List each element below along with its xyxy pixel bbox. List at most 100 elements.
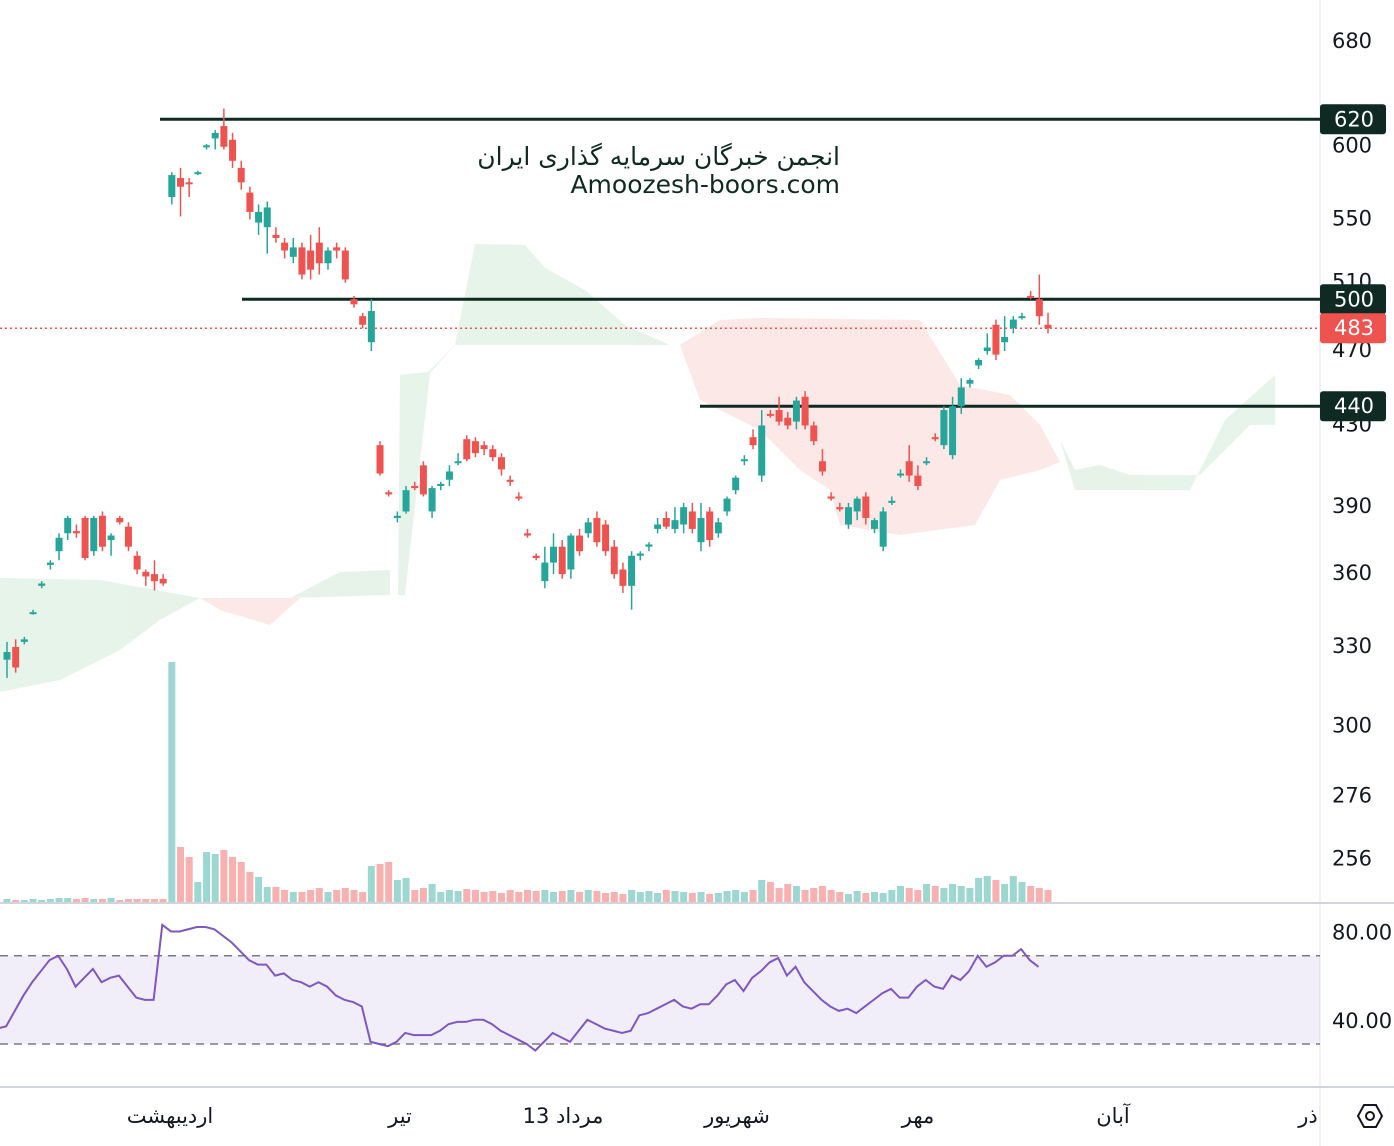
volume-bar (20, 900, 28, 902)
volume-bar (419, 888, 427, 902)
volume-bar (333, 890, 341, 902)
volume-bar (185, 857, 193, 902)
candle-body (1018, 316, 1026, 319)
candle-body (194, 172, 202, 175)
candle-body (671, 520, 679, 529)
volume-bar (463, 889, 471, 902)
volume-bar (593, 891, 601, 902)
volume-bar (923, 884, 931, 902)
volume-bar (506, 890, 514, 902)
volume-bar (272, 887, 280, 902)
volume-bar (454, 891, 462, 902)
candle-body (940, 410, 948, 446)
volume-bar (602, 893, 610, 902)
volume-bar (1018, 882, 1026, 902)
level-label: 620 (1334, 107, 1374, 131)
volume-bar (1035, 888, 1043, 902)
candle-body (1044, 324, 1052, 329)
volume-bar (341, 888, 349, 902)
volume-bar (393, 880, 401, 902)
volume-bar (107, 898, 115, 902)
volume-bar (827, 890, 835, 902)
candle-body (697, 517, 705, 543)
candle-body (923, 461, 931, 464)
candle-body (749, 437, 757, 446)
y-tick-label: 360 (1332, 561, 1372, 585)
candle-body (619, 569, 627, 586)
last-price-box (1320, 313, 1386, 344)
candle-body (524, 533, 531, 536)
volume-bar (784, 884, 792, 902)
candle-body (628, 555, 636, 586)
volume-bar (376, 864, 384, 902)
candle-body (393, 515, 401, 518)
volume-bar (957, 886, 965, 902)
candle-body (792, 400, 800, 422)
volume-bar (550, 892, 558, 902)
volume-bar (1044, 890, 1052, 902)
candle-body (90, 517, 98, 552)
volume-bar (385, 862, 393, 902)
volume-bar (350, 890, 358, 902)
cloud-green (1060, 375, 1275, 490)
candle-body (402, 490, 410, 512)
candle-body (662, 517, 670, 527)
candle-body (897, 473, 905, 476)
candle-body (133, 555, 141, 570)
candle-body (46, 562, 54, 565)
candle-body (810, 425, 818, 442)
volume-bar (281, 890, 289, 902)
volume-bar (914, 890, 922, 902)
candle-body (862, 496, 870, 518)
volume-bar (90, 899, 98, 902)
time-label: تیر (387, 1104, 412, 1128)
candle-body (818, 461, 826, 472)
volume-bar (966, 888, 974, 902)
candle-body (411, 485, 419, 489)
volume-bar (871, 892, 878, 902)
volume-bar (133, 899, 141, 902)
candle-body (185, 182, 193, 185)
candle-body (992, 324, 1000, 355)
volume-bar (775, 888, 783, 902)
candle-body (723, 498, 731, 512)
candle-body (298, 247, 306, 275)
volume-bar (359, 892, 367, 902)
candle-body (801, 396, 809, 426)
volume-bar (628, 890, 636, 902)
candle-body (602, 524, 610, 552)
candle-body (497, 457, 505, 470)
y-tick-label: 600 (1332, 134, 1372, 158)
candle-body (471, 441, 479, 454)
candle-body (636, 553, 644, 556)
candle-body (871, 520, 878, 529)
volume-bar (888, 890, 896, 902)
volume-bar (836, 892, 844, 902)
volume-bar (203, 852, 211, 902)
candle-body (931, 437, 939, 440)
candle-body (680, 507, 688, 525)
time-label: ذر (1297, 1104, 1318, 1128)
candle-body (220, 126, 228, 147)
volume-bar (801, 890, 809, 902)
candle-body (541, 562, 549, 582)
candle-body (116, 517, 124, 523)
time-label: شهریور (703, 1104, 770, 1128)
volume-bar (515, 892, 523, 902)
settings-icon[interactable] (1356, 1104, 1384, 1128)
volume-bar (315, 888, 323, 902)
candle-body (975, 359, 983, 366)
candle-body (905, 461, 913, 476)
volume-bar (307, 890, 315, 902)
candle-body (237, 167, 245, 183)
volume-bar (116, 900, 124, 902)
y-tick-label: 276 (1332, 783, 1372, 807)
volume-bar (697, 892, 705, 902)
candle-body (203, 145, 211, 148)
y-tick-label: 390 (1332, 494, 1372, 518)
volume-bar (489, 891, 497, 902)
volume-bar (749, 890, 757, 902)
volume-bar (46, 899, 54, 902)
candle-body (333, 247, 341, 251)
volume-bar (72, 899, 80, 902)
